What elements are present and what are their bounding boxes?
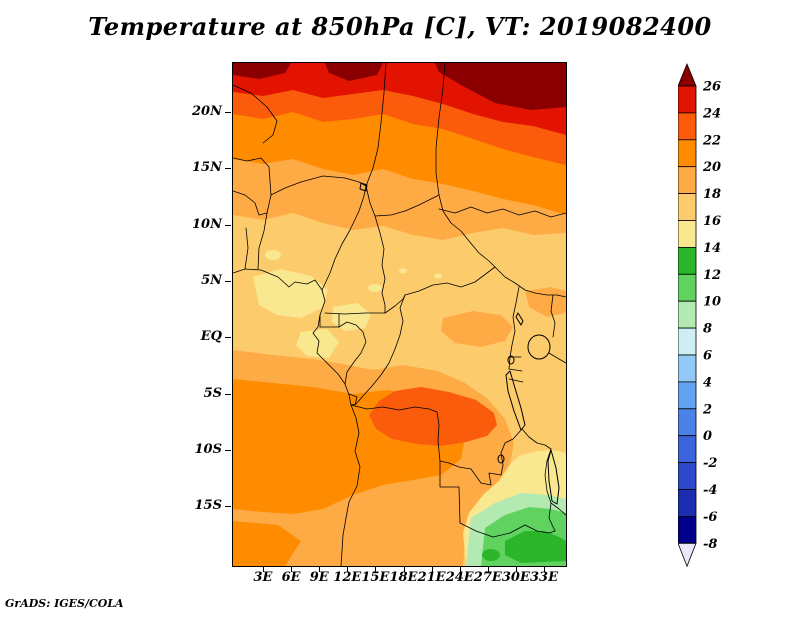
colorbar-legend: 26242220181614121086420-2-4-6-8 [678,62,738,574]
colorbar-label: 4 [703,375,712,390]
lat-axis-label: 15N [182,160,222,175]
colorbar-label: 20 [702,160,721,175]
colorbar-label: 14 [703,241,721,256]
lat-tick [225,337,231,338]
temperature-map-svg [233,63,566,566]
colorbar-label: -2 [703,456,717,471]
lat-tick [225,112,231,113]
lat-tick [225,450,231,451]
lon-tick [460,566,461,572]
colorbar-label: 0 [703,429,712,444]
colorbar-label: -4 [703,483,717,498]
lon-tick [375,566,376,572]
colorbar-segment [678,382,696,409]
lon-tick [432,566,433,572]
colorbar-label: 18 [703,187,721,202]
lon-tick [544,566,545,572]
lon-tick [319,566,320,572]
lat-tick [225,168,231,169]
lat-tick [225,281,231,282]
colorbar-label: 2 [702,402,712,417]
temperature-field [233,63,566,566]
colorbar-svg: 26242220181614121086420-2-4-6-8 [678,62,738,574]
lon-tick [291,566,292,572]
colorbar-segment [678,194,696,221]
lat-axis-label: 5S [182,386,222,401]
colorbar-label: 16 [703,214,721,229]
colorbar-segment [678,86,696,113]
colorbar-segment [678,409,696,436]
lon-axis-label: 33E [524,570,564,585]
colorbar-segment [678,490,696,517]
colorbar-label: 12 [703,268,721,283]
colorbar-segment [678,516,696,543]
lat-axis-label: 5N [182,273,222,288]
colorbar-segment [678,436,696,463]
grads-credit: GrADS: IGES/COLA [5,597,124,610]
colorbar-segment [678,167,696,194]
colorbar-segment [678,221,696,248]
colorbar-label: 26 [702,80,721,95]
lon-tick [516,566,517,572]
lat-axis-label: 20N [182,104,222,119]
colorbar-arrow-bottom [678,543,696,566]
colorbar-segment [678,355,696,382]
colorbar-label: 24 [702,106,721,121]
colorbar-arrow-top [678,64,696,86]
plot-title: Temperature at 850hPa [C], VT: 201908240… [0,12,800,41]
colorbar-label: 10 [703,295,721,310]
lat-tick [225,506,231,507]
colorbar-label: 8 [703,322,712,337]
lat-axis-label: 10S [182,442,222,457]
colorbar-label: -8 [703,537,717,552]
lat-tick [225,225,231,226]
colorbar-segment [678,301,696,328]
lon-tick [488,566,489,572]
lon-tick [347,566,348,572]
colorbar-segment [678,463,696,490]
lon-tick [263,566,264,572]
lat-axis-label: 10N [182,217,222,232]
map-plot-area [232,62,567,567]
colorbar-segment [678,247,696,274]
lat-tick [225,394,231,395]
lon-tick [404,566,405,572]
colorbar-label: 6 [703,349,712,364]
lat-axis-label: 15S [182,498,222,513]
grads-plot-page: { "title": "Temperature at 850hPa [C], V… [0,0,800,618]
colorbar-segment [678,274,696,301]
colorbar-segment [678,113,696,140]
lat-axis-label: EQ [182,329,222,344]
colorbar-segment [678,140,696,167]
colorbar-label: 22 [702,133,721,148]
colorbar-label: -6 [703,510,717,525]
colorbar-segment [678,328,696,355]
